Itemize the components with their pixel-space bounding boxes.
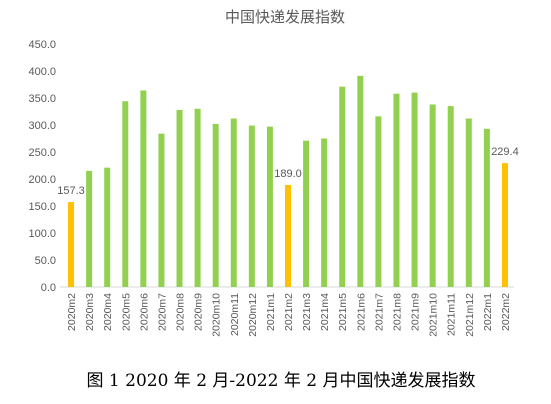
- x-tick-label: 2021m10: [428, 293, 440, 337]
- x-tick-label: 2021m5: [337, 293, 349, 331]
- x-tick-label: 2021m12: [464, 293, 476, 337]
- y-tick-label: 350.0: [28, 93, 56, 105]
- x-tick-label: 2021m4: [319, 293, 331, 331]
- bar-2020m3: [86, 170, 93, 287]
- figure-caption: 图 1 2020 年 2 月-2022 年 2 月中国快递发展指数: [87, 371, 476, 391]
- x-tick-label: 2020m11: [229, 293, 241, 336]
- bar-2020m12: [248, 125, 255, 287]
- y-tick-label: 300.0: [28, 120, 56, 132]
- x-tick-label: 2021m7: [373, 293, 385, 331]
- y-tick-label: 50.0: [35, 255, 56, 267]
- x-tick-label: 2020m8: [175, 293, 187, 331]
- x-tick-label: 2021m2: [283, 293, 295, 331]
- y-tick-label: 100.0: [28, 228, 56, 240]
- y-tick-label: 250.0: [28, 147, 56, 159]
- bar-2022m1: [483, 128, 490, 287]
- y-axis: 0.0 50.0 100.0 150.0 200.0 250.0 300.0 350.0 400…: [28, 39, 56, 294]
- data-label: 229.4: [491, 146, 519, 158]
- data-label: 189.0: [274, 168, 302, 180]
- x-tick-label: 2020m10: [211, 293, 223, 337]
- y-tick-label: 150.0: [28, 201, 56, 213]
- bar-2021m9: [411, 92, 418, 287]
- x-tick-label: 2021m6: [355, 293, 367, 331]
- bar-2021m3: [303, 140, 310, 287]
- x-tick-label: 2020m4: [102, 293, 114, 331]
- bars: [68, 75, 508, 288]
- x-tick-label: 2020m12: [247, 293, 259, 337]
- bar-2021m11: [447, 106, 454, 287]
- bar-2020m6: [140, 90, 147, 287]
- y-tick-label: 0.0: [41, 282, 56, 294]
- x-tick-label: 2020m2: [66, 293, 78, 331]
- x-tick-label: 2021m8: [391, 293, 403, 331]
- x-tick-label: 2020m6: [138, 293, 150, 331]
- x-tick-label: 2022m1: [482, 293, 494, 331]
- bar-2022m2: [501, 163, 508, 287]
- bar-2021m8: [393, 93, 400, 288]
- x-tick-label: 2021m3: [301, 293, 313, 331]
- bar-2020m11: [230, 118, 237, 288]
- data-labels: 157.3 189.0 229.4: [57, 146, 518, 197]
- y-tick-label: 400.0: [28, 66, 56, 78]
- bar-2021m10: [429, 104, 436, 287]
- chart-title: 中国快递发展指数: [225, 8, 345, 26]
- y-tick-label: 200.0: [28, 174, 56, 186]
- bar-2020m2: [68, 202, 75, 287]
- bar-2021m1: [266, 126, 273, 288]
- bar-2021m7: [375, 116, 382, 287]
- bar-2020m4: [104, 167, 111, 287]
- x-tick-label: 2021m9: [410, 293, 422, 331]
- x-tick-label: 2020m9: [193, 293, 205, 331]
- x-tick-label: 2021m11: [446, 293, 458, 336]
- bar-2021m12: [465, 118, 472, 288]
- x-axis: 2020m2 2020m3 2020m4 2020m5 2020m6 2020m7 2020…: [66, 293, 512, 337]
- x-tick-label: 2020m3: [84, 293, 96, 331]
- bar-2021m4: [321, 138, 328, 287]
- x-tick-label: 2020m7: [156, 293, 168, 331]
- bar-2020m8: [176, 109, 183, 287]
- bar-2020m10: [212, 123, 219, 287]
- data-label: 157.3: [57, 185, 85, 197]
- bar-2020m7: [158, 133, 165, 287]
- bar-2021m2: [285, 184, 291, 287]
- bar-2021m5: [339, 86, 346, 287]
- x-tick-label: 2020m5: [120, 293, 132, 331]
- bar-2021m6: [357, 75, 364, 287]
- bar-2020m9: [194, 108, 201, 287]
- bar-2020m5: [122, 101, 129, 288]
- y-tick-label: 450.0: [28, 39, 56, 51]
- x-tick-label: 2022m2: [500, 293, 512, 331]
- x-tick-label: 2021m1: [265, 293, 277, 331]
